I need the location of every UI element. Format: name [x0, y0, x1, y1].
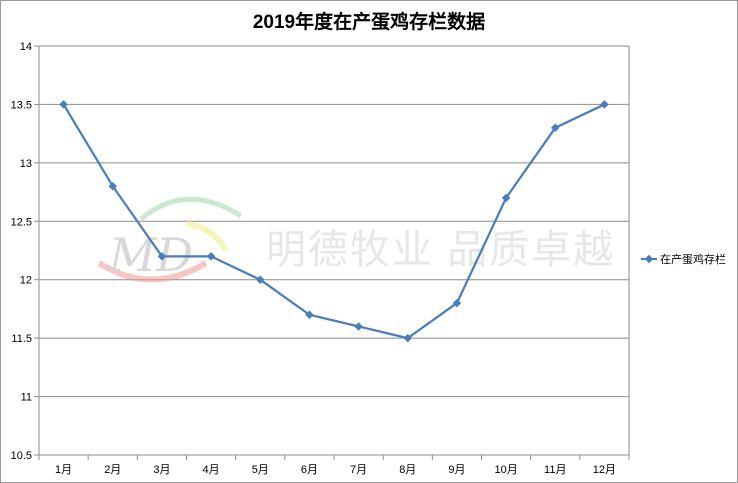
- y-tick-label: 12: [20, 275, 32, 287]
- data-point: [305, 310, 314, 320]
- y-tick-label: 10.5: [11, 450, 32, 462]
- x-axis-labels: 1月 2月 3月 4月 5月 6月 7月 8月 9月 10月 11月 12月: [55, 464, 616, 476]
- x-tick-label: 10月: [494, 464, 517, 476]
- y-tick-label: 13: [20, 158, 32, 170]
- x-tick-label: 3月: [153, 464, 170, 476]
- watermark-logo-text: MD: [108, 228, 193, 282]
- data-point: [206, 252, 216, 261]
- legend-label: 在产蛋鸡存栏: [660, 252, 726, 266]
- x-tick-label: 11月: [544, 464, 566, 476]
- x-tick-label: 12月: [593, 464, 616, 476]
- x-tick-label: 2月: [104, 464, 121, 476]
- data-point: [256, 275, 265, 284]
- y-tick-label: 13.5: [11, 99, 32, 111]
- data-point: [108, 181, 117, 191]
- series-line-path: [62, 103, 605, 340]
- data-point: [354, 322, 363, 331]
- y-axis-labels: 10.5 11 11.5 12 12.5 13 13.5 14: [11, 41, 32, 462]
- axes: [34, 45, 630, 460]
- x-tick-label: 5月: [252, 464, 269, 476]
- data-point: [600, 100, 609, 109]
- x-tick-label: 6月: [301, 464, 318, 476]
- watermark-red-arc: [97, 260, 208, 283]
- x-tick-label: 9月: [448, 464, 465, 476]
- x-tick-label: 1月: [55, 464, 72, 476]
- legend-marker-swatch: [644, 254, 654, 264]
- watermark-green-arc: [139, 196, 243, 221]
- y-tick-label: 11.5: [11, 333, 32, 345]
- watermark: MD 明德牧业 品质卓越: [97, 196, 615, 283]
- data-point: [501, 193, 511, 203]
- watermark-yellow-arc: [185, 220, 229, 253]
- y-tick-label: 11: [21, 392, 32, 404]
- chart-title: 2019年度在产蛋鸡存栏数据: [253, 10, 485, 33]
- data-point: [452, 298, 462, 308]
- series-line: [59, 100, 609, 343]
- watermark-slogan: 明德牧业 品质卓越: [266, 228, 615, 272]
- legend: 在产蛋鸡存栏: [641, 252, 726, 266]
- data-point: [403, 333, 412, 343]
- x-tick-label: 7月: [350, 464, 367, 476]
- y-tick-label: 12.5: [11, 216, 32, 228]
- x-tick-label: 8月: [399, 464, 416, 476]
- y-tick-label: 14: [20, 41, 32, 53]
- x-tick-label: 4月: [203, 464, 220, 476]
